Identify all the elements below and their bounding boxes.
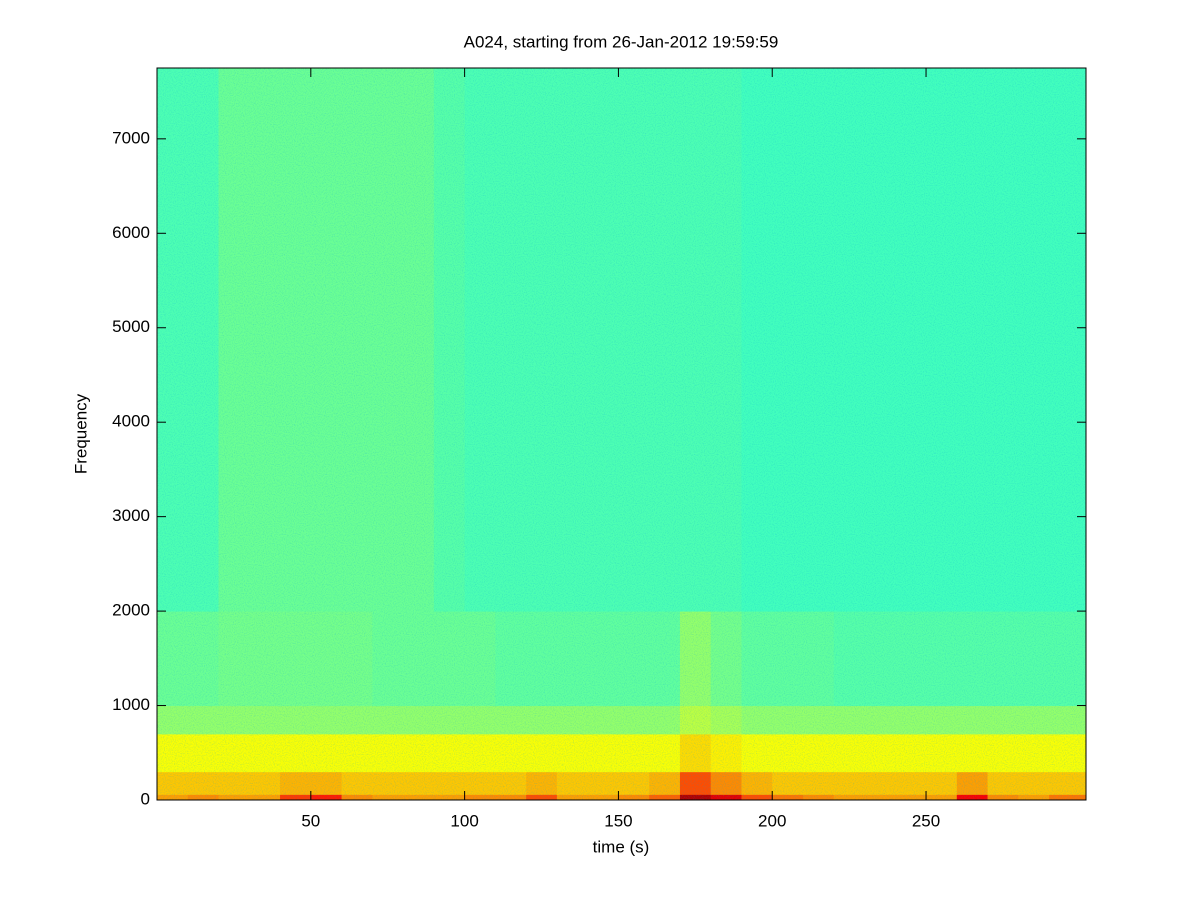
y-tick-label: 5000: [112, 317, 150, 336]
y-axis-label: Frequency: [71, 393, 90, 474]
x-tick-label: 50: [301, 811, 320, 830]
noise-texture: [157, 68, 1086, 800]
y-tick-label: 2000: [112, 601, 150, 620]
x-tick-label: 100: [450, 811, 478, 830]
y-tick-label: 1000: [112, 695, 150, 714]
x-tick-label: 200: [758, 811, 786, 830]
y-tick-label: 4000: [112, 412, 150, 431]
x-tick-label: 250: [912, 811, 940, 830]
y-tick-label: 7000: [112, 128, 150, 147]
axes: 50 100 150 200 250 0 1000 2000 3000 4000 5000 6000 7…: [112, 68, 1086, 830]
chart-title: A024, starting from 26-Jan-2012 19:59:59: [464, 32, 779, 51]
plot-frame: [156, 67, 1087, 801]
x-tick-label: 150: [604, 811, 632, 830]
y-tick-label: 6000: [112, 223, 150, 242]
y-tick-label: 3000: [112, 506, 150, 525]
x-axis-label: time (s): [593, 837, 650, 856]
y-tick-label: 0: [141, 789, 150, 808]
